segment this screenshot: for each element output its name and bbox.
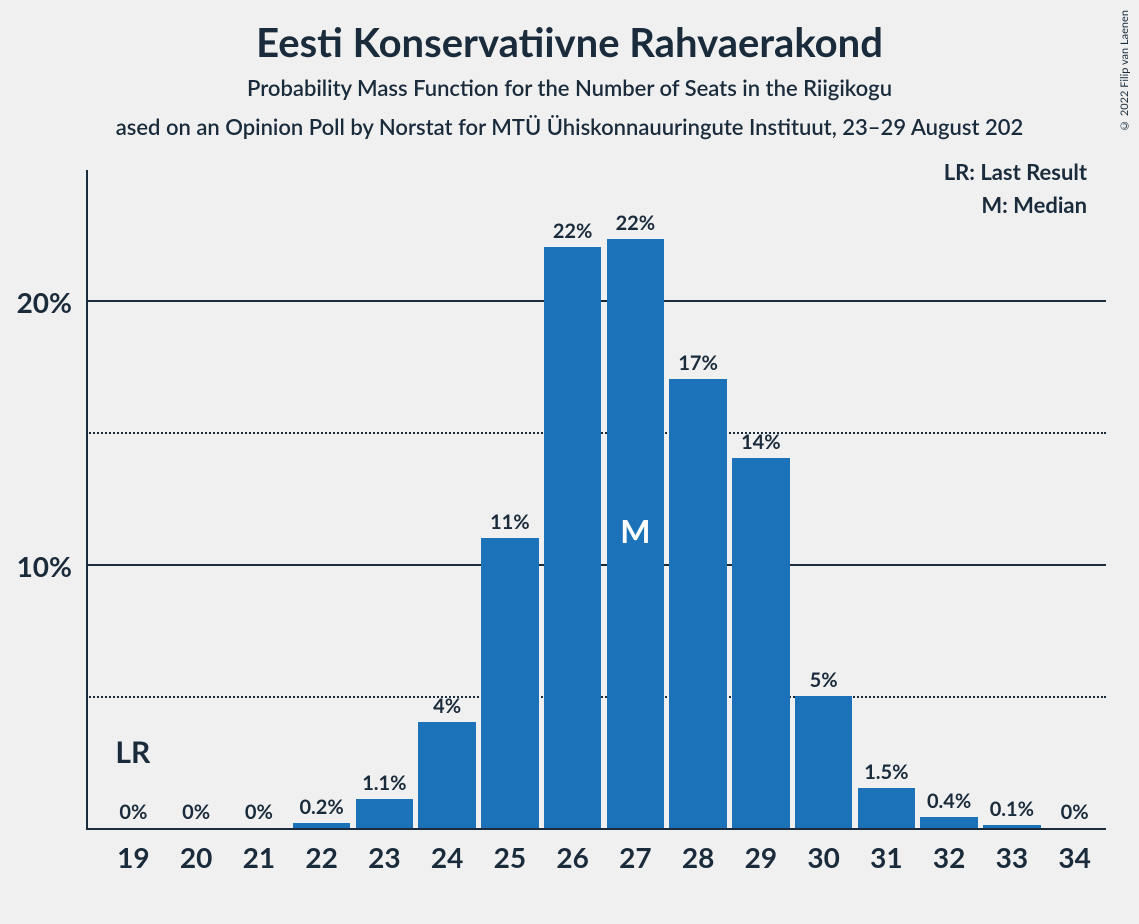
bar-slot: 0% xyxy=(1043,170,1106,828)
bar-value-label: 5% xyxy=(810,668,838,692)
bar-value-label: 1.5% xyxy=(864,760,908,784)
bars-container: 0% 0% 0% 0.2% 1.1% 4% 11% 22% 22% M 17% 14% 5% 1.5% 0.… xyxy=(102,170,1106,828)
bar-slot: 0% xyxy=(228,170,291,828)
y-axis-label: 20% xyxy=(17,285,72,319)
title-block: Eesti Konservatiivne Rahvaerakond Probab… xyxy=(0,0,1139,140)
bar-slot: 1.5% xyxy=(855,170,918,828)
bar-value-label: 4% xyxy=(433,694,461,718)
x-axis-label: 30 xyxy=(792,840,855,874)
x-axis-label: 20 xyxy=(165,840,228,874)
bar-value-label: 17% xyxy=(678,351,718,375)
bar-slot: 22% xyxy=(541,170,604,828)
chart-title: Eesti Konservatiivne Rahvaerakond xyxy=(0,18,1139,66)
bar xyxy=(983,825,1041,828)
bar xyxy=(418,722,476,828)
bar-slot: 17% xyxy=(667,170,730,828)
bar-slot: 5% xyxy=(792,170,855,828)
bar-slot: 0.4% xyxy=(918,170,981,828)
chart-source: ased on an Opinion Poll by Norstat for M… xyxy=(0,113,1139,140)
x-axis-label: 34 xyxy=(1043,840,1106,874)
bar xyxy=(732,458,790,828)
x-axis-label: 27 xyxy=(604,840,667,874)
bar-slot: 14% xyxy=(730,170,793,828)
bar xyxy=(920,817,978,828)
chart-area: 10%20% 0%0%0%0.2%1.1%4%11%22%22%M17%14%5… xyxy=(86,170,1106,830)
chart-subtitle: Probability Mass Function for the Number… xyxy=(0,74,1139,101)
y-axis-label: 10% xyxy=(17,549,72,583)
bar-slot: 0.2% xyxy=(290,170,353,828)
x-axis-label: 23 xyxy=(353,840,416,874)
bar-slot: 22% M xyxy=(604,170,667,828)
bar-slot: 4% xyxy=(416,170,479,828)
bar-value-label: 0.4% xyxy=(927,789,971,813)
bar-value-label: 14% xyxy=(741,430,781,454)
bar-value-label: 0.1% xyxy=(990,797,1034,821)
bar-value-label: 0% xyxy=(119,800,147,824)
bar-value-label: 22% xyxy=(553,219,593,243)
lr-mark: LR xyxy=(115,734,150,770)
bar xyxy=(356,799,414,828)
bar-value-label: 0% xyxy=(182,800,210,824)
x-axis-label: 28 xyxy=(667,840,730,874)
bar-slot: 0% xyxy=(102,170,165,828)
bar xyxy=(669,379,727,828)
x-axis-label: 25 xyxy=(479,840,542,874)
x-axis-label: 24 xyxy=(416,840,479,874)
bar-value-label: 1.1% xyxy=(362,771,406,795)
bar-value-label: 22% xyxy=(616,211,656,235)
x-axis xyxy=(86,828,1106,830)
bar-slot: 1.1% xyxy=(353,170,416,828)
x-axis-label: 29 xyxy=(730,840,793,874)
median-mark: M xyxy=(620,511,650,550)
bar-slot: 0% xyxy=(165,170,228,828)
bar xyxy=(481,538,539,828)
x-axis-label: 31 xyxy=(855,840,918,874)
copyright-text: © 2022 Filip van Laenen xyxy=(1118,10,1131,132)
x-axis-label: 22 xyxy=(290,840,353,874)
bar-slot: 0.1% xyxy=(981,170,1044,828)
bar xyxy=(858,788,916,828)
x-axis-label: 33 xyxy=(981,840,1044,874)
bar xyxy=(293,823,351,828)
x-axis-label: 26 xyxy=(541,840,604,874)
bar-value-label: 11% xyxy=(490,510,530,534)
x-axis-label: 21 xyxy=(228,840,291,874)
x-axis-labels: 19202122232425262728293031323334 xyxy=(102,840,1106,874)
bar xyxy=(795,696,853,828)
bar-value-label: 0% xyxy=(1061,800,1089,824)
y-axis xyxy=(86,170,88,830)
bar-slot: 11% xyxy=(479,170,542,828)
bar-value-label: 0% xyxy=(245,800,273,824)
x-axis-label: 19 xyxy=(102,840,165,874)
bar xyxy=(544,247,602,828)
x-axis-label: 32 xyxy=(918,840,981,874)
bar-value-label: 0.2% xyxy=(299,795,343,819)
